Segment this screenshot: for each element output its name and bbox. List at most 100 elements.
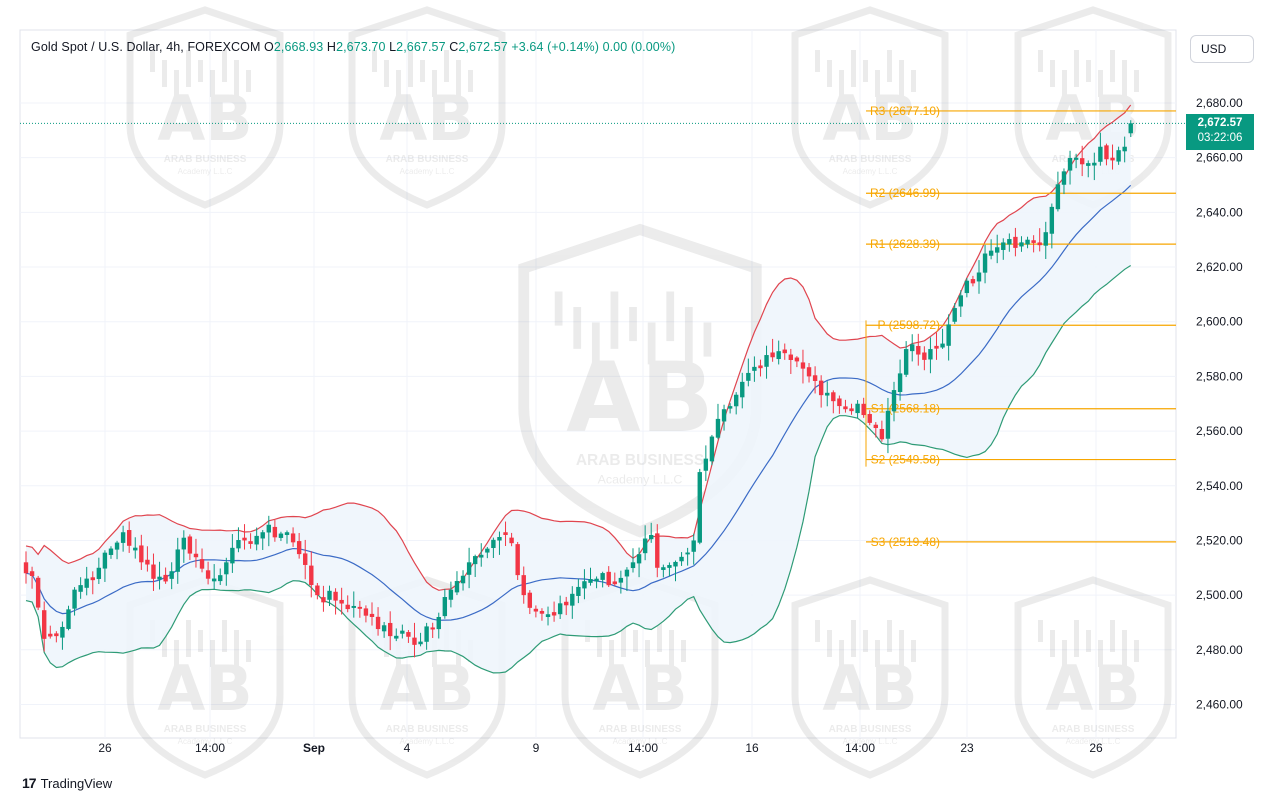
candle[interactable]	[266, 515, 271, 547]
candle[interactable]	[163, 567, 168, 584]
candle[interactable]	[230, 534, 235, 573]
candle[interactable]	[624, 567, 630, 592]
candle[interactable]	[1061, 168, 1067, 195]
candle[interactable]	[812, 366, 818, 394]
candle[interactable]	[988, 239, 994, 260]
candle[interactable]	[642, 525, 648, 561]
candle[interactable]	[946, 314, 951, 361]
candle[interactable]	[612, 572, 617, 586]
candle[interactable]	[770, 338, 775, 362]
candle[interactable]	[248, 533, 253, 549]
candle[interactable]	[175, 537, 180, 584]
candle[interactable]	[345, 595, 350, 613]
candle[interactable]	[1001, 238, 1006, 260]
candle[interactable]	[66, 605, 71, 631]
candle[interactable]	[649, 522, 654, 543]
candle[interactable]	[1013, 227, 1018, 257]
candle[interactable]	[1122, 136, 1127, 163]
candle[interactable]	[806, 362, 812, 383]
candle[interactable]	[709, 434, 715, 466]
candle[interactable]	[29, 566, 35, 589]
candle[interactable]	[139, 534, 144, 570]
candle[interactable]	[357, 600, 363, 618]
candle[interactable]	[193, 538, 199, 568]
candle[interactable]	[1055, 171, 1061, 212]
candle[interactable]	[788, 348, 794, 374]
candle[interactable]	[818, 375, 824, 408]
candle[interactable]	[169, 562, 174, 590]
candle[interactable]	[831, 390, 836, 414]
candle[interactable]	[108, 546, 114, 559]
candle[interactable]	[873, 422, 878, 438]
candle[interactable]	[369, 602, 375, 626]
candle[interactable]	[782, 343, 787, 360]
candle[interactable]	[333, 588, 338, 615]
candle[interactable]	[394, 628, 399, 642]
candle[interactable]	[442, 588, 448, 619]
candle[interactable]	[606, 566, 611, 587]
candle[interactable]	[557, 595, 563, 620]
candle[interactable]	[594, 576, 599, 589]
candle[interactable]	[54, 631, 59, 643]
candle[interactable]	[636, 547, 642, 578]
candle[interactable]	[151, 553, 156, 591]
candle[interactable]	[934, 332, 939, 360]
candle[interactable]	[1067, 150, 1073, 185]
candle[interactable]	[582, 569, 587, 600]
candle[interactable]	[509, 532, 514, 547]
candle[interactable]	[351, 591, 356, 618]
candle[interactable]	[800, 349, 806, 384]
candle[interactable]	[78, 577, 83, 599]
candle[interactable]	[1092, 152, 1097, 181]
candle[interactable]	[794, 356, 800, 368]
candle[interactable]	[703, 445, 709, 482]
candle[interactable]	[885, 397, 891, 454]
candle[interactable]	[564, 596, 569, 616]
candle[interactable]	[655, 524, 660, 578]
candle[interactable]	[1031, 235, 1036, 253]
candle[interactable]	[776, 340, 781, 365]
candle[interactable]	[733, 392, 739, 415]
candle[interactable]	[503, 521, 508, 547]
candle[interactable]	[418, 632, 423, 647]
candle[interactable]	[278, 531, 284, 542]
candle[interactable]	[436, 612, 441, 639]
candle[interactable]	[60, 621, 65, 650]
candle[interactable]	[982, 244, 988, 284]
candle[interactable]	[1019, 236, 1024, 252]
candle[interactable]	[970, 275, 976, 287]
candle[interactable]	[430, 622, 435, 638]
candle[interactable]	[199, 548, 205, 573]
candle[interactable]	[685, 547, 690, 566]
candle[interactable]	[940, 328, 945, 349]
candle[interactable]	[916, 333, 921, 366]
candle[interactable]	[48, 625, 53, 639]
tradingview-brand[interactable]: 17 TradingView	[22, 775, 112, 791]
candle[interactable]	[691, 533, 696, 565]
candle[interactable]	[72, 587, 77, 616]
candle[interactable]	[187, 534, 193, 560]
candle[interactable]	[721, 404, 727, 431]
candle[interactable]	[1043, 221, 1048, 260]
candle[interactable]	[96, 557, 102, 585]
candle[interactable]	[879, 420, 885, 442]
candle[interactable]	[515, 541, 520, 580]
candle[interactable]	[327, 585, 332, 606]
candle[interactable]	[952, 303, 957, 324]
candle[interactable]	[303, 539, 308, 580]
candle[interactable]	[497, 531, 502, 555]
candle[interactable]	[90, 571, 95, 595]
candle[interactable]	[1086, 160, 1091, 178]
candle[interactable]	[527, 590, 533, 615]
candle[interactable]	[272, 520, 278, 542]
candle[interactable]	[958, 290, 963, 317]
candle[interactable]	[126, 521, 132, 553]
candle[interactable]	[254, 527, 259, 551]
candle[interactable]	[102, 550, 108, 582]
candle[interactable]	[618, 570, 624, 594]
candle[interactable]	[891, 381, 897, 422]
candle[interactable]	[1079, 145, 1085, 177]
candle[interactable]	[224, 557, 229, 586]
candle[interactable]	[454, 571, 460, 596]
